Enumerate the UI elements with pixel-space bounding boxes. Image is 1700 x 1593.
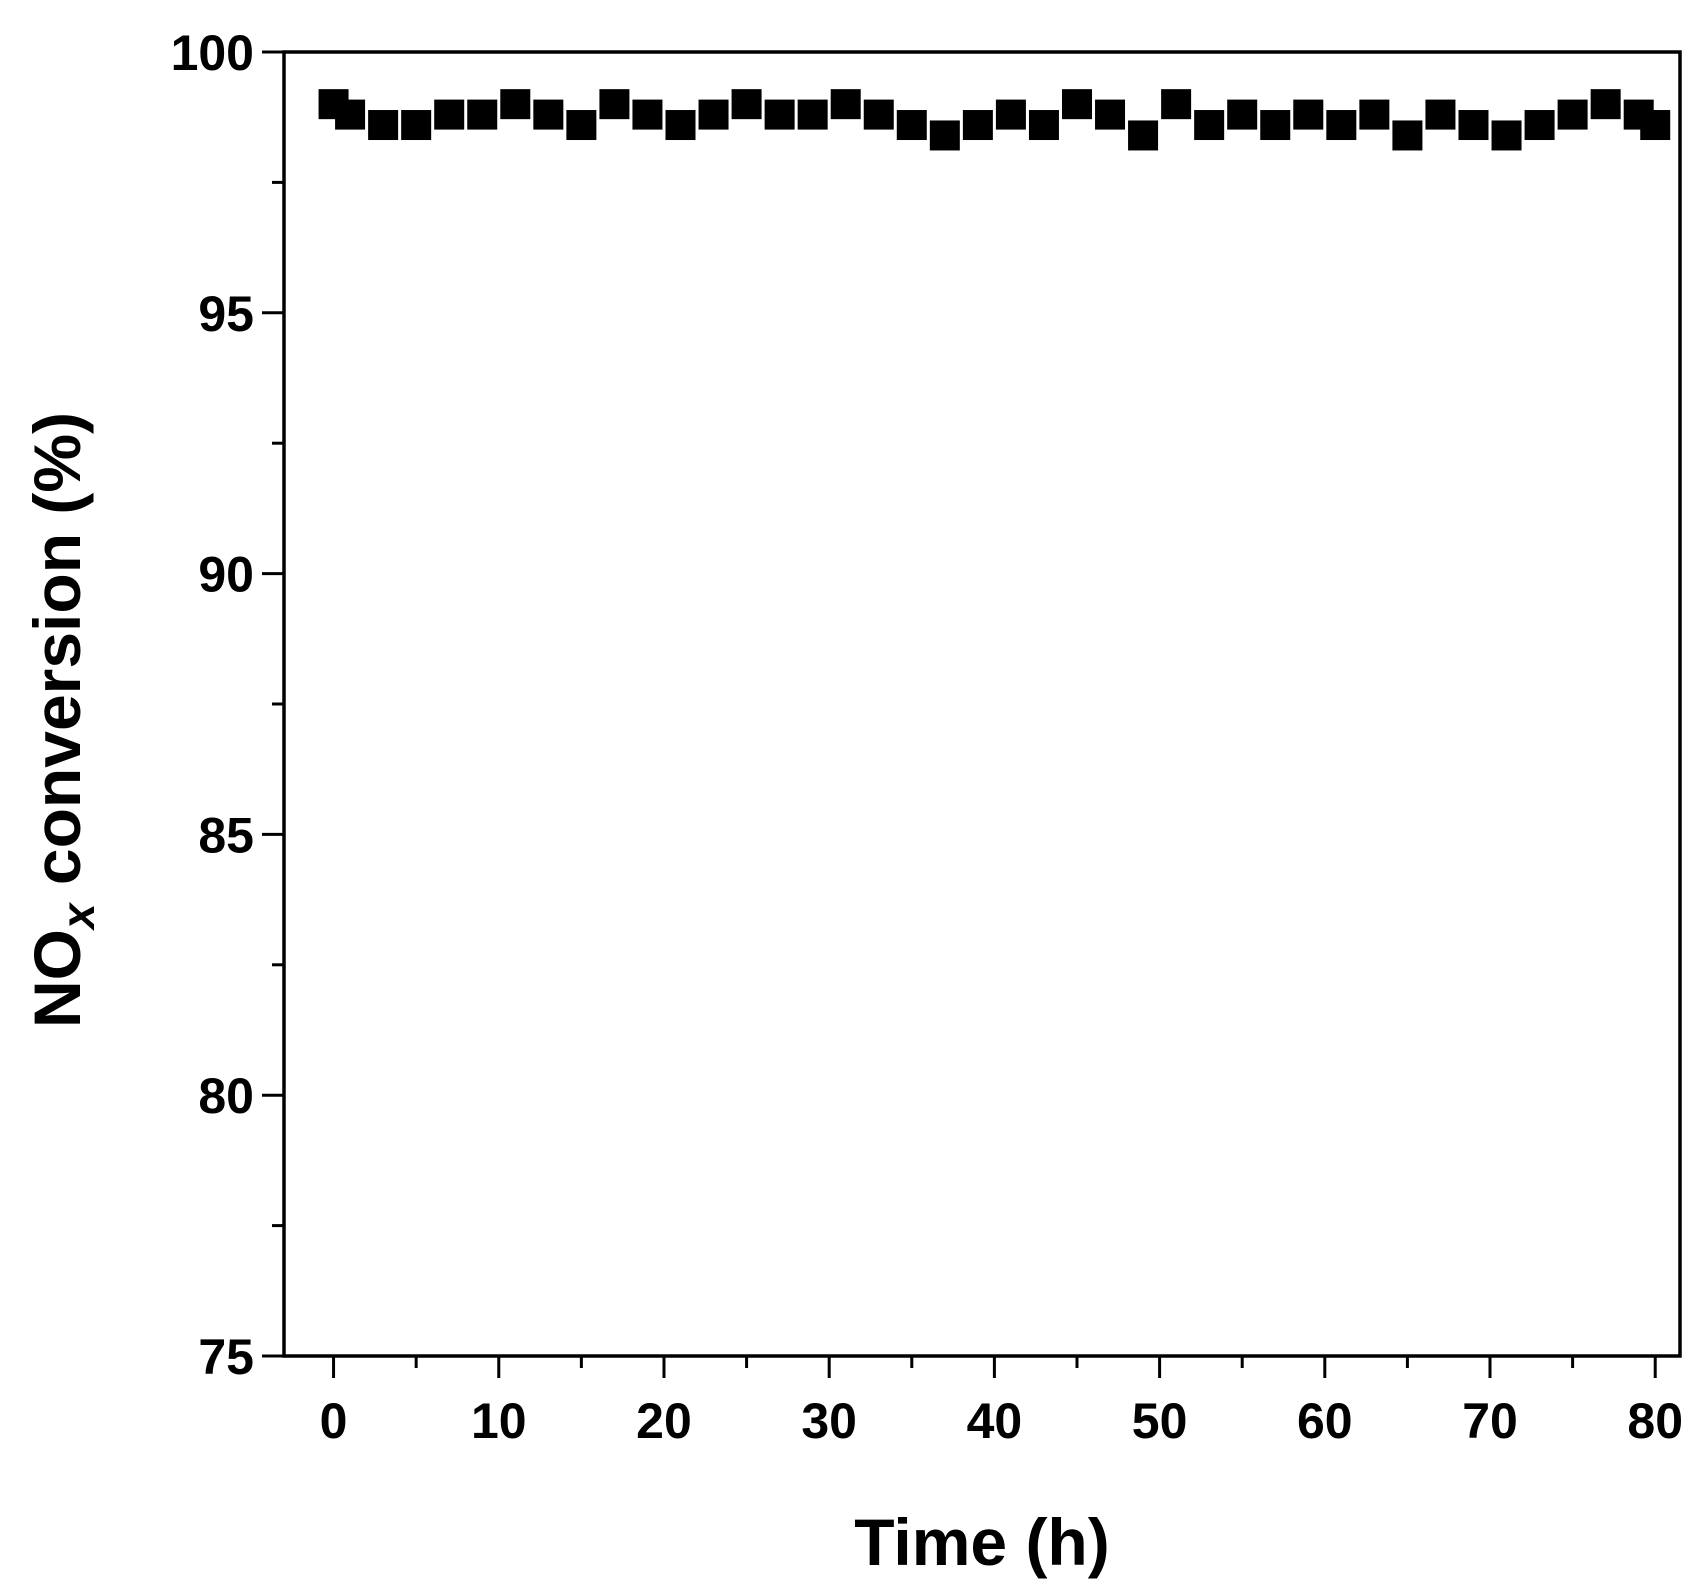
data-point — [1557, 99, 1588, 130]
y-tick-label: 75 — [198, 1329, 254, 1385]
y-axis-title: NOx conversion (%) — [20, 412, 104, 1028]
y-tick-label: 90 — [198, 547, 254, 603]
x-axis-tick-labels: 0 10 20 30 40 50 60 70 80 — [320, 1393, 1683, 1449]
y-tick-label: 100 — [171, 25, 254, 81]
data-point — [863, 99, 894, 130]
data-point — [1227, 99, 1258, 130]
data-point — [434, 99, 465, 130]
x-axis-ticks — [332, 1356, 1657, 1378]
y-axis-title-suffix: conversion (%) — [20, 412, 94, 903]
x-tick-label: 0 — [320, 1393, 348, 1449]
data-point — [1194, 110, 1225, 141]
data-point — [1640, 110, 1671, 141]
data-point — [995, 99, 1026, 130]
data-point — [401, 110, 432, 141]
data-point — [764, 99, 795, 130]
y-axis-title-main: NO — [20, 929, 94, 1028]
data-point — [1359, 99, 1390, 130]
data-point — [533, 99, 564, 130]
x-tick-label: 30 — [801, 1393, 857, 1449]
data-point — [1161, 89, 1192, 120]
y-axis-ticks — [262, 50, 284, 1358]
data-point — [665, 110, 696, 141]
data-point — [830, 89, 861, 120]
x-tick-label: 40 — [967, 1393, 1023, 1449]
data-point — [632, 99, 663, 130]
data-point — [962, 110, 993, 141]
x-tick-label: 10 — [471, 1393, 527, 1449]
data-point — [500, 89, 531, 120]
x-tick-label: 50 — [1132, 1393, 1188, 1449]
data-point — [698, 99, 729, 130]
data-point — [731, 89, 762, 120]
data-point — [1028, 110, 1059, 141]
y-tick-label: 95 — [198, 286, 254, 342]
y-axis-title-subscript: x — [52, 901, 104, 932]
data-point — [1524, 110, 1555, 141]
y-axis-tick-labels: 75 80 85 90 95 100 — [171, 25, 254, 1385]
data-point — [1491, 120, 1522, 151]
data-point — [896, 110, 927, 141]
x-tick-label: 80 — [1627, 1393, 1683, 1449]
data-point — [1326, 110, 1357, 141]
y-tick-label: 85 — [198, 807, 254, 863]
x-tick-label: 70 — [1462, 1393, 1518, 1449]
data-point — [797, 99, 828, 130]
data-point — [1458, 110, 1489, 141]
data-point — [467, 99, 498, 130]
data-point — [1061, 89, 1092, 120]
data-point — [929, 120, 960, 151]
data-point — [1095, 99, 1126, 130]
x-axis-title: Time (h) — [854, 1505, 1109, 1579]
data-point — [1425, 99, 1456, 130]
data-point — [335, 99, 366, 130]
data-point — [599, 89, 630, 120]
x-tick-label: 20 — [636, 1393, 692, 1449]
data-point — [1590, 89, 1621, 120]
data-point — [1128, 120, 1159, 151]
data-point — [566, 110, 597, 141]
x-tick-label: 60 — [1297, 1393, 1353, 1449]
data-point — [1392, 120, 1423, 151]
data-markers — [318, 89, 1671, 151]
y-tick-label: 80 — [198, 1068, 254, 1124]
data-point — [1260, 110, 1291, 141]
plot-frame — [282, 50, 1682, 1358]
data-point — [1293, 99, 1324, 130]
data-point — [368, 110, 399, 141]
